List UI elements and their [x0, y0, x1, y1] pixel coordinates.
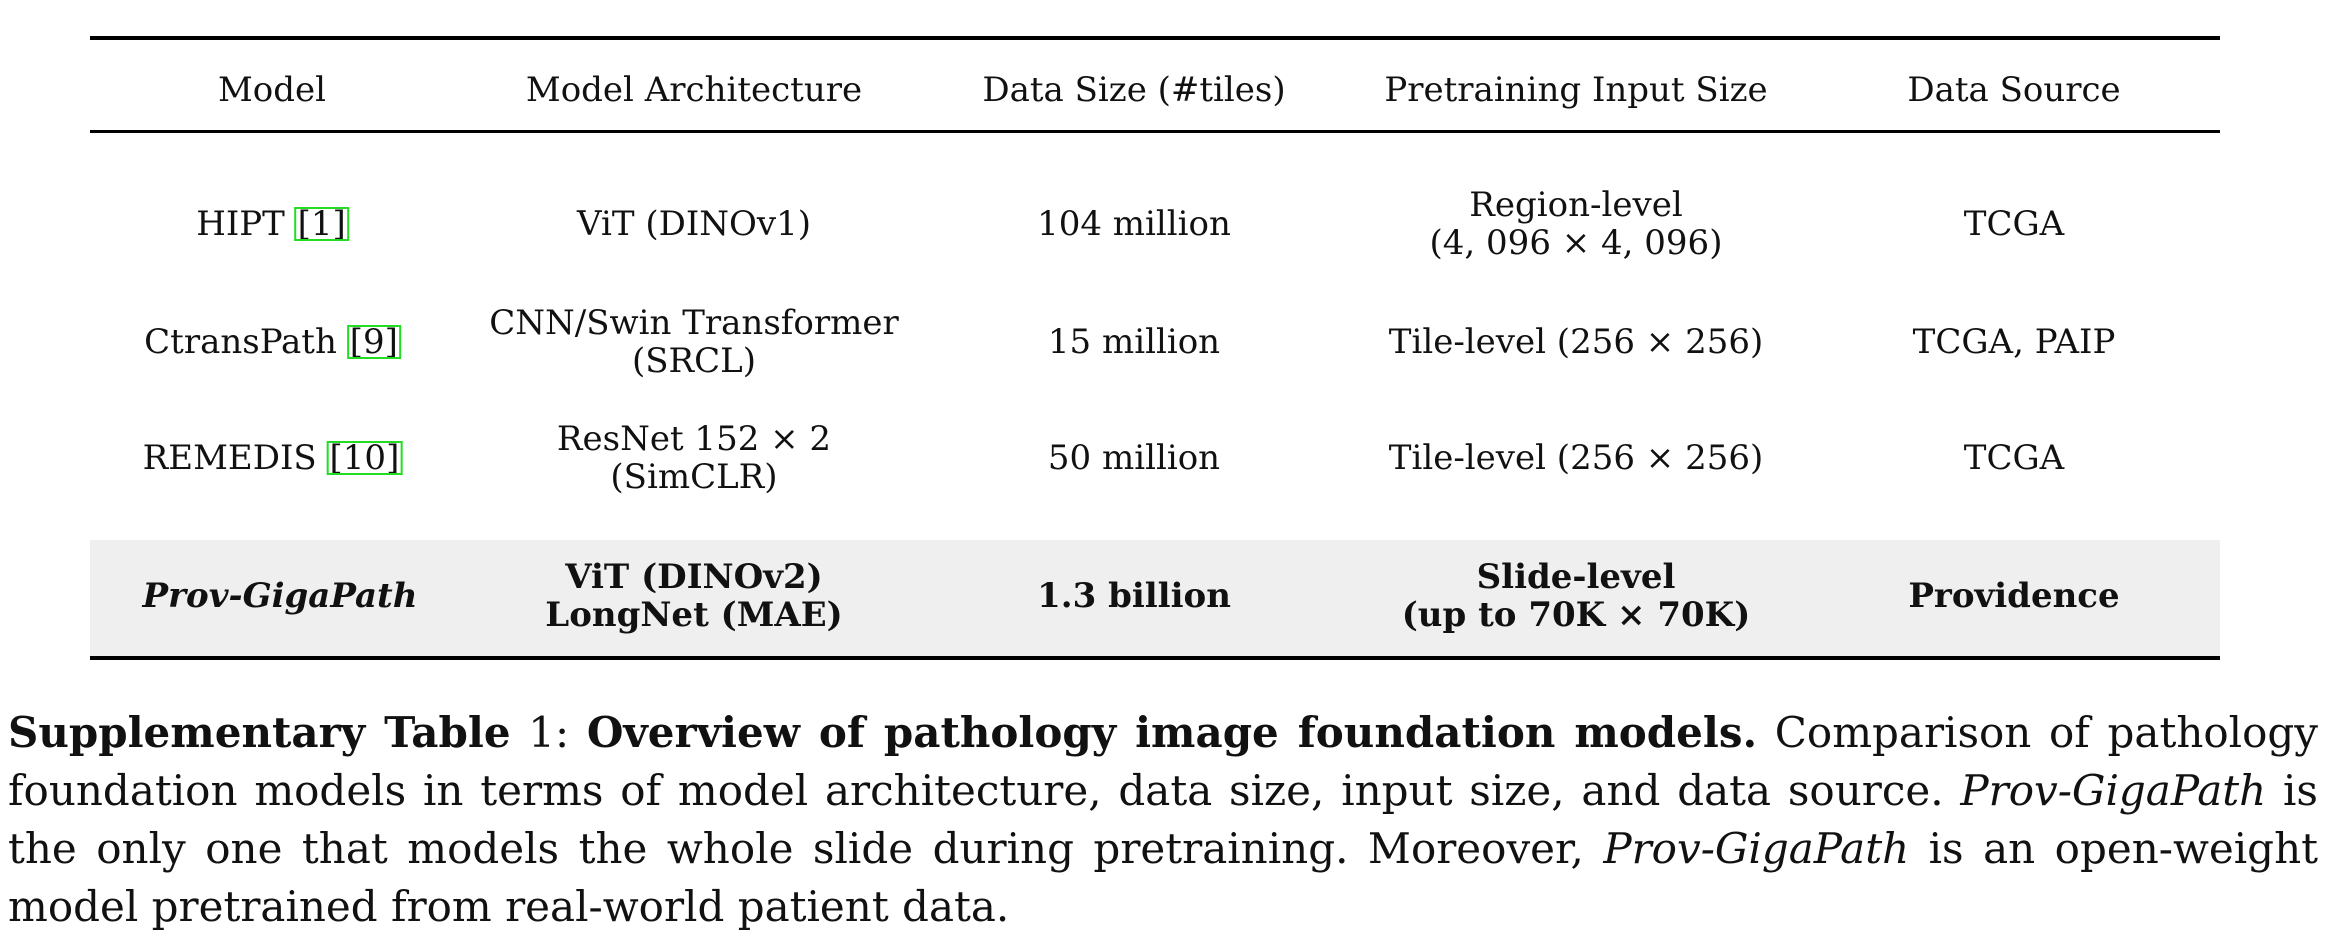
header-architecture: Model Architecture — [526, 71, 862, 109]
table-bottom-rule — [90, 656, 2220, 660]
table-row-remedis-input: Tile-level (256 × 256) — [1389, 439, 1763, 477]
table-row-hipt-arch: ViT (DINOv1) — [577, 205, 811, 243]
table-row-hipt-input: Region-level (4, 096 × 4, 096) — [1430, 186, 1723, 262]
caption-emphasis: Prov-GigaPath — [1960, 766, 2266, 815]
table-row-ctranspath-model: CtransPath [9] — [144, 323, 400, 361]
header-model: Model — [218, 71, 326, 109]
citation-link[interactable]: [1] — [296, 208, 348, 240]
table-row-hipt-size: 104 million — [1037, 205, 1231, 243]
table-row-ctranspath-size: 15 million — [1048, 323, 1220, 361]
model-name: CtransPath — [144, 322, 337, 362]
table-row-prov-gigapath-model: Prov-GigaPath — [143, 577, 418, 615]
header-data-size: Data Size (#tiles) — [982, 71, 1285, 109]
caption-number: 1: — [511, 708, 587, 757]
model-name: REMEDIS — [143, 438, 317, 478]
caption-title: Overview of pathology image foundation m… — [587, 708, 1757, 757]
caption-emphasis: Prov-GigaPath — [1603, 824, 1909, 873]
table-top-rule — [90, 36, 2220, 40]
header-data-source: Data Source — [1907, 71, 2120, 109]
table-row-ctranspath-source: TCGA, PAIP — [1913, 323, 2116, 361]
header-input-size: Pretraining Input Size — [1384, 71, 1767, 109]
table-row-prov-gigapath-source: Providence — [1908, 577, 2119, 615]
table-row-hipt-source: TCGA — [1964, 205, 2064, 243]
table-caption: Supplementary Table 1: Overview of patho… — [8, 704, 2318, 936]
table-row-ctranspath-arch: CNN/Swin Transformer (SRCL) — [489, 304, 898, 380]
table-row-remedis-model: REMEDIS [10] — [143, 439, 402, 477]
citation-link[interactable]: [10] — [328, 442, 402, 474]
table-row-prov-gigapath-arch: ViT (DINOv2) LongNet (MAE) — [545, 558, 842, 634]
table-row-ctranspath-input: Tile-level (256 × 256) — [1389, 323, 1763, 361]
model-name: HIPT — [196, 204, 285, 244]
table-row-remedis-arch: ResNet 152 × 2 (SimCLR) — [557, 420, 831, 496]
table-row-remedis-source: TCGA — [1964, 439, 2064, 477]
citation-link[interactable]: [9] — [348, 326, 400, 358]
table-row-remedis-size: 50 million — [1048, 439, 1220, 477]
table-row-hipt-model: HIPT [1] — [196, 205, 348, 243]
caption-label: Supplementary Table — [8, 708, 511, 757]
table-row-prov-gigapath-size: 1.3 billion — [1037, 577, 1231, 615]
table-row-prov-gigapath-input: Slide-level (up to 70K × 70K) — [1402, 558, 1751, 634]
table-header-rule — [90, 130, 2220, 133]
